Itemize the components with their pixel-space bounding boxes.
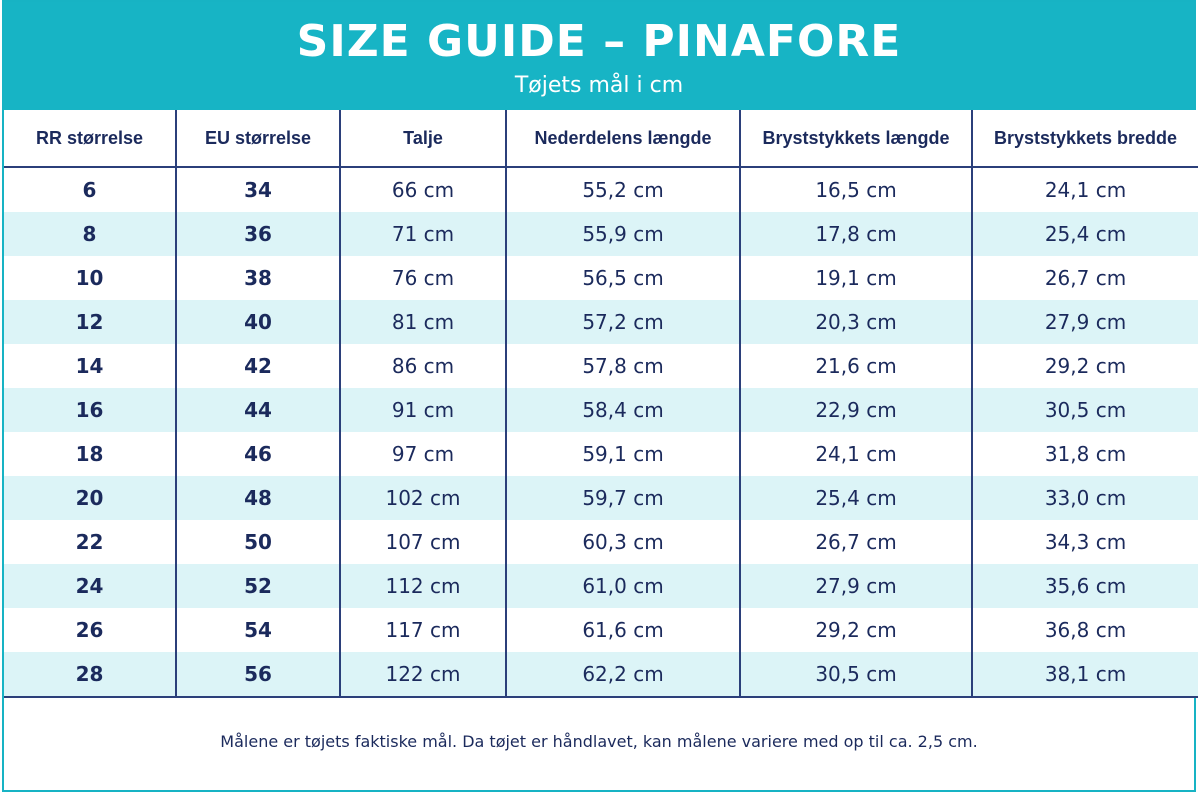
size-table: RR størrelse EU størrelse Talje Nederdelens…: [4, 110, 1198, 698]
table-cell: 34,3 cm: [972, 520, 1198, 564]
table-cell: 18: [4, 432, 177, 476]
table-cell: 14: [4, 344, 177, 388]
table-cell: 17,8 cm: [740, 212, 973, 256]
table-cell: 57,2 cm: [506, 300, 741, 344]
table-row: 8 36 71 cm 55,9 cm 17,8 cm 25,4 cm: [4, 212, 1198, 256]
table-row: 22 50 107 cm 60,3 cm 26,7 cm 34,3 cm: [4, 520, 1198, 564]
table-row: 12 40 81 cm 57,2 cm 20,3 cm 27,9 cm: [4, 300, 1198, 344]
table-cell: 107 cm: [340, 520, 507, 564]
table-cell: 60,3 cm: [506, 520, 741, 564]
table-row: 20 48 102 cm 59,7 cm 25,4 cm 33,0 cm: [4, 476, 1198, 520]
table-cell: 27,9 cm: [740, 564, 973, 608]
table-cell: 59,1 cm: [506, 432, 741, 476]
table-row: 6 34 66 cm 55,2 cm 16,5 cm 24,1 cm: [4, 167, 1198, 212]
table-cell: 24: [4, 564, 177, 608]
column-header: Talje: [340, 110, 507, 168]
table-cell: 58,4 cm: [506, 388, 741, 432]
table-row: 26 54 117 cm 61,6 cm 29,2 cm 36,8 cm: [4, 608, 1198, 652]
table-cell: 20: [4, 476, 177, 520]
header-banner: SIZE GUIDE – PINAFORE Tøjets mål i cm: [4, 2, 1194, 110]
table-cell: 40: [176, 300, 341, 344]
table-cell: 10: [4, 256, 177, 300]
table-cell: 16: [4, 388, 177, 432]
table-cell: 12: [4, 300, 177, 344]
table-cell: 26,7 cm: [972, 256, 1198, 300]
table-cell: 61,6 cm: [506, 608, 741, 652]
table-cell: 24,1 cm: [740, 432, 973, 476]
table-cell: 38,1 cm: [972, 652, 1198, 698]
column-header: Bryststykkets bredde: [972, 110, 1198, 168]
table-cell: 97 cm: [340, 432, 507, 476]
table-cell: 36,8 cm: [972, 608, 1198, 652]
table-cell: 25,4 cm: [972, 212, 1198, 256]
table-cell: 27,9 cm: [972, 300, 1198, 344]
table-cell: 122 cm: [340, 652, 507, 698]
table-cell: 102 cm: [340, 476, 507, 520]
table-cell: 21,6 cm: [740, 344, 973, 388]
table-cell: 29,2 cm: [740, 608, 973, 652]
table-cell: 81 cm: [340, 300, 507, 344]
table-cell: 22: [4, 520, 177, 564]
table-cell: 55,9 cm: [506, 212, 741, 256]
table-cell: 61,0 cm: [506, 564, 741, 608]
table-row: 10 38 76 cm 56,5 cm 19,1 cm 26,7 cm: [4, 256, 1198, 300]
table-cell: 55,2 cm: [506, 167, 741, 212]
table-cell: 44: [176, 388, 341, 432]
table-cell: 8: [4, 212, 177, 256]
table-cell: 28: [4, 652, 177, 698]
table-row: 14 42 86 cm 57,8 cm 21,6 cm 29,2 cm: [4, 344, 1198, 388]
table-cell: 59,7 cm: [506, 476, 741, 520]
table-cell: 54: [176, 608, 341, 652]
table-cell: 56: [176, 652, 341, 698]
table-cell: 16,5 cm: [740, 167, 973, 212]
table-cell: 25,4 cm: [740, 476, 973, 520]
column-header: Bryststykkets længde: [740, 110, 973, 168]
table-cell: 46: [176, 432, 341, 476]
table-cell: 50: [176, 520, 341, 564]
table-cell: 86 cm: [340, 344, 507, 388]
table-cell: 76 cm: [340, 256, 507, 300]
table-cell: 33,0 cm: [972, 476, 1198, 520]
table-cell: 29,2 cm: [972, 344, 1198, 388]
table-cell: 52: [176, 564, 341, 608]
table-cell: 20,3 cm: [740, 300, 973, 344]
table-cell: 30,5 cm: [740, 652, 973, 698]
table-cell: 38: [176, 256, 341, 300]
table-cell: 91 cm: [340, 388, 507, 432]
column-header: Nederdelens længde: [506, 110, 741, 168]
column-header: RR størrelse: [4, 110, 177, 168]
page-title: SIZE GUIDE – PINAFORE: [296, 16, 902, 67]
table-cell: 42: [176, 344, 341, 388]
table-cell: 56,5 cm: [506, 256, 741, 300]
footer-note: Målene er tøjets faktiske mål. Da tøjet …: [220, 732, 978, 751]
table-cell: 36: [176, 212, 341, 256]
table-cell: 24,1 cm: [972, 167, 1198, 212]
table-cell: 62,2 cm: [506, 652, 741, 698]
table-row: 18 46 97 cm 59,1 cm 24,1 cm 31,8 cm: [4, 432, 1198, 476]
table-header-row: RR størrelse EU størrelse Talje Nederdelens…: [4, 110, 1198, 168]
table-body: 6 34 66 cm 55,2 cm 16,5 cm 24,1 cm 8 36 71 cm 55,…: [4, 167, 1198, 698]
table-row: 16 44 91 cm 58,4 cm 22,9 cm 30,5 cm: [4, 388, 1198, 432]
table-cell: 71 cm: [340, 212, 507, 256]
table-cell: 30,5 cm: [972, 388, 1198, 432]
column-header: EU størrelse: [176, 110, 341, 168]
table-cell: 31,8 cm: [972, 432, 1198, 476]
table-cell: 19,1 cm: [740, 256, 973, 300]
table-cell: 26,7 cm: [740, 520, 973, 564]
table-cell: 35,6 cm: [972, 564, 1198, 608]
table-cell: 117 cm: [340, 608, 507, 652]
table-cell: 22,9 cm: [740, 388, 973, 432]
table-cell: 6: [4, 167, 177, 212]
table-row: 24 52 112 cm 61,0 cm 27,9 cm 35,6 cm: [4, 564, 1198, 608]
table-row: 28 56 122 cm 62,2 cm 30,5 cm 38,1 cm: [4, 652, 1198, 698]
page-subtitle: Tøjets mål i cm: [514, 73, 684, 98]
table-cell: 66 cm: [340, 167, 507, 212]
table-cell: 57,8 cm: [506, 344, 741, 388]
table-cell: 26: [4, 608, 177, 652]
table-cell: 34: [176, 167, 341, 212]
table-cell: 112 cm: [340, 564, 507, 608]
table-cell: 48: [176, 476, 341, 520]
